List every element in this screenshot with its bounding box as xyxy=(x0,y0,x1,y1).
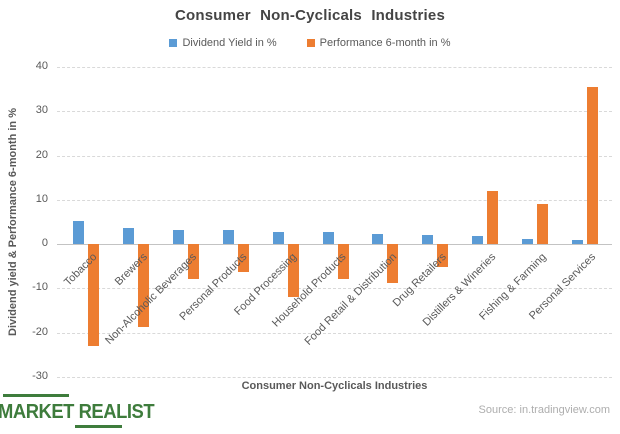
bar-dividend-yield-in-fishing-farming xyxy=(522,239,534,245)
legend-swatch-dividend-yield-icon xyxy=(169,39,178,47)
y-tick-label-40: 40 xyxy=(35,60,48,72)
bar-performance-6-month-in-food-retail-distribution xyxy=(387,244,399,283)
gridline-20 xyxy=(57,155,612,157)
y-axis-title: Dividend yield & Performance 6-month in … xyxy=(7,108,19,336)
bar-dividend-yield-in-brewers xyxy=(122,227,134,245)
gridline--30 xyxy=(57,377,612,378)
gridline--20 xyxy=(57,332,612,334)
bar-dividend-yield-in-personal-services xyxy=(572,240,583,245)
chart-title: Consumer Non-Cyclicals Industries xyxy=(175,7,445,24)
bar-dividend-yield-in-drug-retailers xyxy=(422,234,434,245)
logo-top-rule xyxy=(3,394,69,397)
legend-swatch-performance-icon xyxy=(306,39,315,47)
legend-label-performance: Performance 6-month in % xyxy=(319,37,451,49)
bar-performance-6-month-in-personal-products xyxy=(237,244,249,273)
y-tick-label-10: 10 xyxy=(35,192,48,205)
gridline--10 xyxy=(57,288,612,290)
bar-dividend-yield-in-personal-products xyxy=(222,230,234,245)
bar-performance-6-month-in-food-processing xyxy=(287,244,299,298)
bar-performance-6-month-in-distillers-wineries xyxy=(487,191,499,245)
legend-item-performance: Performance 6-month in % xyxy=(306,37,451,49)
bar-dividend-yield-in-non-alcoholic-beverages xyxy=(172,229,184,245)
bar-dividend-yield-in-food-processing xyxy=(272,232,284,245)
legend-label-dividend-yield: Dividend Yield in % xyxy=(182,37,277,49)
market-realist-logo: MARKET REALIST xyxy=(0,394,168,428)
y-tick-label-30: 30 xyxy=(35,104,48,117)
bar-performance-6-month-in-household-products xyxy=(337,244,349,280)
y-tick-label-20: 20 xyxy=(35,148,48,161)
gridline-40 xyxy=(57,67,612,68)
source-attribution: Source: in.tradingview.com xyxy=(478,404,610,416)
bar-dividend-yield-in-distillers-wineries xyxy=(472,236,484,245)
logo-text: MARKET REALIST xyxy=(0,401,155,423)
bar-performance-6-month-in-drug-retailers xyxy=(437,244,449,267)
logo-word-realist: REALIST xyxy=(78,401,155,423)
y-tick-label--20: -20 xyxy=(32,325,48,338)
gridline-0 xyxy=(57,244,612,246)
logo-bottom-rule xyxy=(75,425,122,428)
bar-performance-6-month-in-personal-services xyxy=(587,86,598,245)
legend: Dividend Yield in % Performance 6-month … xyxy=(0,37,620,49)
bar-dividend-yield-in-household-products xyxy=(322,232,334,245)
bar-performance-6-month-in-fishing-farming xyxy=(537,204,549,245)
y-tick-label--10: -10 xyxy=(32,281,48,294)
bar-dividend-yield-in-food-retail-distribution xyxy=(372,234,384,245)
logo-word-market: MARKET xyxy=(0,401,74,423)
y-tick-label-0: 0 xyxy=(41,237,48,250)
x-axis-title: Consumer Non-Cyclicals Industries xyxy=(241,380,428,392)
bar-performance-6-month-in-brewers xyxy=(137,244,149,327)
bar-dividend-yield-in-tobacco xyxy=(73,220,84,245)
gridline-30 xyxy=(57,111,612,113)
gridline-10 xyxy=(57,199,612,201)
plot-area: Tobacco Brewers Non-Alcoholic Beverages Per… xyxy=(57,67,612,378)
bar-performance-6-month-in-non-alcoholic-beverages xyxy=(187,244,199,279)
y-tick-label--30: -30 xyxy=(32,370,48,382)
bar-performance-6-month-in-tobacco xyxy=(88,244,99,346)
legend-item-dividend-yield: Dividend Yield in % xyxy=(169,37,277,49)
